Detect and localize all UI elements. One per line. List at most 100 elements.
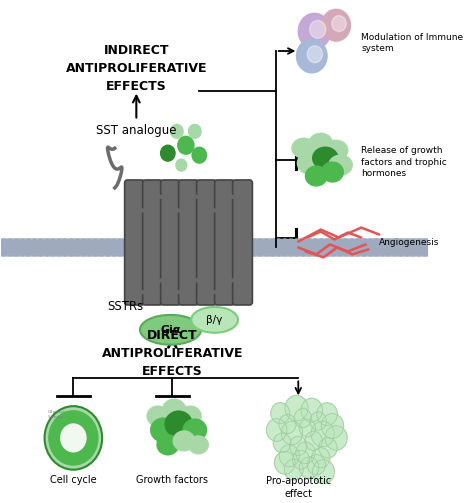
Circle shape [342,247,350,256]
Circle shape [195,247,203,256]
Circle shape [296,39,327,73]
Circle shape [384,239,392,248]
Circle shape [256,247,264,256]
Circle shape [98,239,106,248]
Circle shape [421,239,429,248]
Circle shape [266,418,287,441]
Circle shape [128,247,137,256]
Circle shape [287,247,295,256]
Circle shape [18,247,27,256]
Circle shape [409,239,417,248]
Wedge shape [48,410,99,466]
Circle shape [12,239,20,248]
Circle shape [332,16,346,32]
Circle shape [285,395,308,421]
Circle shape [329,239,337,248]
Circle shape [299,239,307,248]
Circle shape [104,239,112,248]
Circle shape [208,239,216,248]
Ellipse shape [151,418,176,442]
Circle shape [171,124,183,138]
Circle shape [110,247,118,256]
Circle shape [415,247,423,256]
Ellipse shape [309,133,332,153]
Circle shape [226,239,234,248]
Circle shape [307,46,322,63]
Circle shape [67,239,75,248]
Circle shape [177,239,185,248]
Circle shape [134,247,142,256]
Circle shape [397,247,405,256]
Circle shape [49,247,57,256]
Circle shape [403,239,411,248]
Circle shape [192,147,207,163]
Circle shape [397,239,405,248]
Circle shape [189,239,197,248]
Circle shape [348,239,356,248]
Circle shape [6,239,14,248]
Circle shape [342,239,350,248]
Circle shape [73,247,82,256]
Ellipse shape [322,162,343,182]
Circle shape [269,239,277,248]
Circle shape [354,239,362,248]
Circle shape [299,247,307,256]
Circle shape [323,239,331,248]
Circle shape [322,10,350,41]
Circle shape [301,398,322,422]
FancyBboxPatch shape [179,180,199,305]
Circle shape [116,247,124,256]
Circle shape [116,239,124,248]
Text: β/γ: β/γ [206,315,223,325]
Circle shape [43,239,51,248]
Text: SSTRs: SSTRs [108,300,144,313]
Circle shape [293,239,301,248]
Circle shape [0,247,8,256]
Circle shape [91,247,100,256]
Circle shape [421,247,429,256]
Circle shape [177,247,185,256]
Circle shape [311,421,334,447]
Circle shape [91,239,100,248]
Circle shape [232,247,240,256]
Circle shape [43,247,51,256]
Circle shape [25,239,33,248]
Circle shape [299,419,316,437]
Circle shape [122,239,130,248]
Ellipse shape [313,147,338,169]
Circle shape [165,239,173,248]
Circle shape [263,239,271,248]
Circle shape [312,460,334,484]
Circle shape [287,239,295,248]
Circle shape [298,13,331,49]
Circle shape [134,239,142,248]
Circle shape [409,247,417,256]
Circle shape [256,239,264,248]
Circle shape [178,136,194,154]
Ellipse shape [324,140,348,160]
Circle shape [391,247,399,256]
Circle shape [73,239,82,248]
Circle shape [140,247,148,256]
Circle shape [49,239,57,248]
Circle shape [153,239,161,248]
Circle shape [274,239,283,248]
Circle shape [6,247,14,256]
Circle shape [311,448,330,468]
Circle shape [318,247,326,256]
FancyBboxPatch shape [161,180,181,305]
Circle shape [366,247,374,256]
Text: INDIRECT
ANTIPROLIFERATIVE
EFFECTS: INDIRECT ANTIPROLIFERATIVE EFFECTS [65,44,207,94]
Circle shape [391,239,399,248]
Circle shape [159,239,167,248]
Bar [1,247,428,258]
Circle shape [281,239,289,248]
Circle shape [128,239,137,248]
Circle shape [300,457,319,478]
Circle shape [214,247,222,256]
Ellipse shape [165,411,192,437]
Ellipse shape [180,406,201,426]
Circle shape [244,239,252,248]
Circle shape [403,247,411,256]
FancyBboxPatch shape [215,180,235,305]
